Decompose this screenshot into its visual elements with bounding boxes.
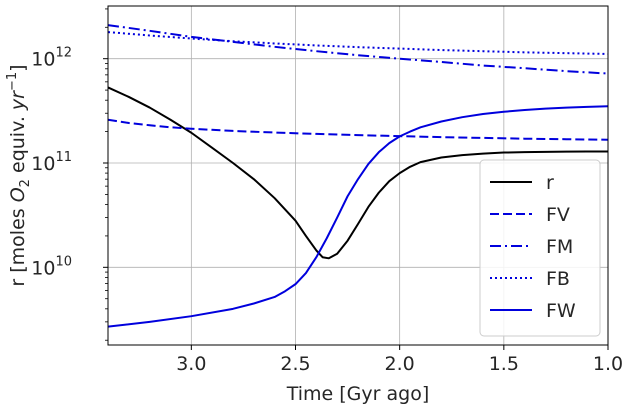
series-line-fw (107, 105, 609, 328)
y-label-mid: equiv. (7, 110, 29, 179)
legend-label-fv: FV (546, 204, 570, 226)
legend-label-fw: FW (546, 300, 576, 322)
y-axis-label-group: r [moles O2 equiv. yr−1] (5, 64, 33, 286)
series-line-fm (107, 24, 609, 75)
y-axis-label: r [moles O2 equiv. yr−1] (5, 64, 33, 286)
legend-label-r: r (546, 172, 554, 194)
y-label-yr-sup: −1 (5, 72, 20, 91)
x-tick-label: 2.0 (385, 353, 415, 375)
series-line-fv (107, 118, 609, 141)
legend: r FV FM FB FW (479, 159, 601, 337)
y-tick-label: 1010 (31, 254, 72, 279)
x-axis-label: Time [Gyr ago] (286, 383, 430, 405)
series-line-r (107, 86, 608, 260)
x-tick-label: 2.5 (280, 353, 310, 375)
legend-box (479, 159, 601, 337)
series-line-fb (107, 31, 609, 55)
plot-frame (107, 5, 609, 346)
legend-label-fb: FB (546, 268, 570, 290)
x-axis: 3.0 2.5 2.0 1.5 1.0 (176, 345, 623, 375)
y-label-pre: r [moles (7, 202, 29, 286)
y-label-o: O (7, 187, 29, 202)
legend-label-fm: FM (546, 236, 573, 258)
y-label-post: ] (7, 64, 29, 71)
y-tick-label: 1012 (31, 46, 72, 71)
x-tick-label: 3.0 (176, 353, 206, 375)
y-label-o-sub: 2 (18, 179, 33, 187)
y-axis: 1010 1011 1012 (31, 8, 108, 341)
y-tick-label: 1011 (31, 150, 72, 175)
x-tick-label: 1.5 (489, 353, 519, 375)
x-tick-label: 1.0 (593, 353, 623, 375)
y-label-yr: yr (7, 90, 29, 111)
series-layer (107, 24, 609, 328)
